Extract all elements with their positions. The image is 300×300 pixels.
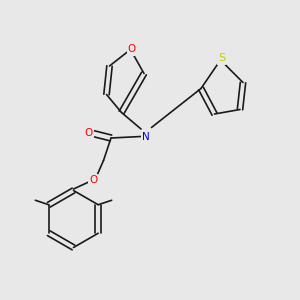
Text: O: O <box>89 175 97 185</box>
Text: S: S <box>218 53 225 64</box>
Text: O: O <box>84 128 93 139</box>
Text: O: O <box>128 44 136 55</box>
Text: N: N <box>142 131 149 142</box>
